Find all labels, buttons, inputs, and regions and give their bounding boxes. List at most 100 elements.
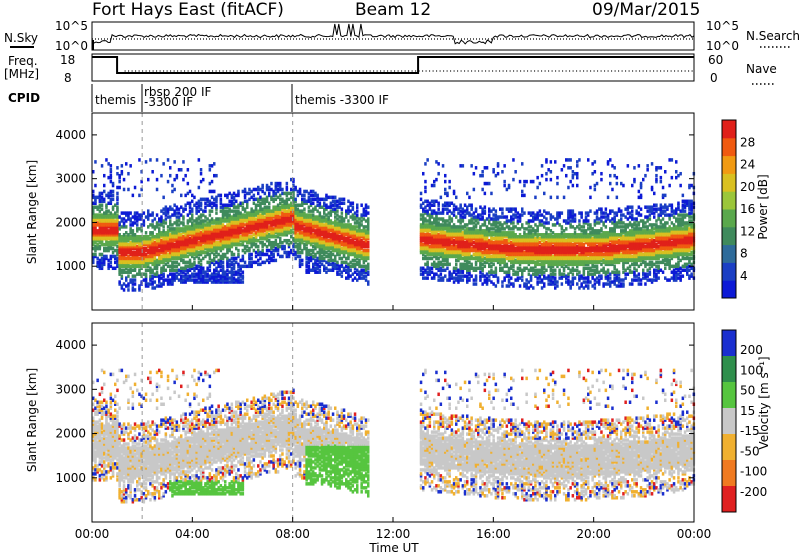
power-cell xyxy=(199,250,203,255)
power-cell xyxy=(505,270,509,274)
power-cell xyxy=(492,236,495,241)
power-cell xyxy=(292,238,295,243)
power-cell xyxy=(98,225,102,229)
power-cell xyxy=(307,240,311,245)
power-cell xyxy=(485,166,489,170)
power-cell xyxy=(356,209,359,213)
power-cell xyxy=(144,280,148,284)
power-cell xyxy=(303,238,306,243)
power-cell xyxy=(455,272,458,276)
power-cell xyxy=(158,242,161,247)
power-cell xyxy=(325,195,328,200)
power-cell xyxy=(305,264,308,269)
power-cell xyxy=(127,282,130,286)
power-cell xyxy=(147,225,150,229)
power-cell xyxy=(230,217,234,221)
power-cell xyxy=(153,225,157,229)
power-cell xyxy=(329,256,333,261)
power-cell xyxy=(204,233,207,237)
power-cell xyxy=(114,219,117,223)
power-cell xyxy=(312,227,315,231)
power-cell xyxy=(336,242,339,247)
power-cell xyxy=(105,219,108,223)
power-cell xyxy=(296,227,300,231)
power-cell xyxy=(208,252,212,257)
power-cell xyxy=(342,266,346,271)
power-cell xyxy=(312,235,315,239)
power-cell xyxy=(323,217,326,221)
power-cell xyxy=(279,201,282,206)
power-cell xyxy=(105,248,108,253)
power-cell xyxy=(246,225,249,229)
power-cell xyxy=(105,238,108,243)
power-cell xyxy=(452,207,456,211)
power-cell xyxy=(336,272,339,276)
power-cell xyxy=(435,177,438,182)
power-cell xyxy=(265,231,269,235)
power-cell xyxy=(261,227,264,231)
power-cell xyxy=(116,248,119,253)
power-cell xyxy=(122,250,126,255)
power-cell xyxy=(241,189,245,194)
power-cell xyxy=(457,225,460,229)
power-cell xyxy=(510,207,513,211)
power-cell xyxy=(259,250,262,255)
power-cell xyxy=(122,256,126,261)
power-cell xyxy=(155,158,159,162)
power-cell xyxy=(292,183,295,188)
power-cell xyxy=(221,246,225,251)
power-cell xyxy=(309,223,313,227)
power-cell xyxy=(265,244,269,249)
power-cell xyxy=(142,250,146,255)
power-cell xyxy=(237,223,240,227)
power-cell xyxy=(448,262,451,267)
power-cell xyxy=(184,231,187,235)
power-cell xyxy=(307,238,311,243)
power-cell xyxy=(259,215,262,219)
power-cell xyxy=(158,278,161,282)
power-cell xyxy=(175,233,179,237)
power-cell xyxy=(186,221,190,225)
power-cell xyxy=(144,236,148,241)
power-cell xyxy=(296,225,300,229)
power-cell xyxy=(111,223,115,227)
power-cell xyxy=(142,278,146,282)
power-cell xyxy=(287,191,291,196)
power-cell xyxy=(136,252,139,257)
power-cell xyxy=(171,256,174,261)
power-cell xyxy=(298,221,302,225)
power-cell xyxy=(138,240,141,245)
power-cell xyxy=(433,246,436,251)
power-cell xyxy=(362,274,366,278)
power-cell xyxy=(224,219,227,223)
power-cell xyxy=(230,262,234,267)
power-cell xyxy=(301,262,304,267)
power-cell xyxy=(298,213,302,217)
power-cell xyxy=(294,250,297,255)
power-cell xyxy=(250,215,253,219)
power-cell xyxy=(144,215,148,219)
power-cell xyxy=(268,209,271,213)
power-cell xyxy=(318,244,322,249)
power-cell xyxy=(494,213,498,217)
power-cell xyxy=(340,211,344,215)
power-cell xyxy=(257,244,260,249)
power-cell xyxy=(283,205,286,209)
power-cell xyxy=(290,191,293,196)
power-cell xyxy=(514,278,517,282)
power-cell xyxy=(221,256,225,261)
power-cell xyxy=(208,235,212,239)
power-cell xyxy=(221,270,225,274)
power-cell xyxy=(463,213,467,217)
power-cell xyxy=(261,201,264,206)
power-cell xyxy=(305,189,308,194)
power-cell xyxy=(419,235,423,239)
power-cell xyxy=(360,235,363,239)
power-cell xyxy=(228,215,231,219)
power-cell xyxy=(158,235,161,239)
power-cell xyxy=(155,248,159,253)
power-cell xyxy=(248,260,251,265)
power-cell xyxy=(151,254,154,259)
power-cell xyxy=(241,225,245,229)
power-cell xyxy=(259,213,262,217)
